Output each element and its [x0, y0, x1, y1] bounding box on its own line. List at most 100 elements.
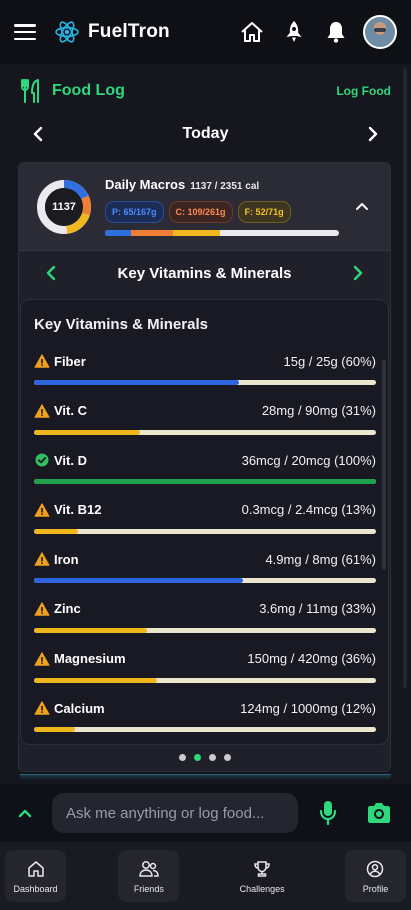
food-log-header: Food Log Log Food	[20, 76, 391, 106]
chevron-up-icon	[356, 203, 368, 210]
donut-carbs-segment	[37, 179, 91, 234]
top-navbar: FuelTron	[0, 0, 411, 64]
carbs-badge: C: 109/261g	[168, 201, 233, 223]
vitamin-row: Calcium 124mg / 1000mg (12%)	[34, 698, 376, 748]
collapse-macros-button[interactable]	[350, 195, 374, 219]
vitamin-row: Magnesium 150mg / 420mg (36%)	[34, 649, 376, 699]
protein-segment	[105, 230, 131, 236]
vitamins-panel: Key Vitamins & Minerals Fiber 15g / 25g (…	[20, 299, 389, 745]
carousel-dot[interactable]	[178, 754, 186, 761]
camera-icon[interactable]	[366, 801, 392, 825]
log-food-button[interactable]: Log Food	[336, 84, 391, 98]
brand[interactable]: FuelTron	[54, 19, 170, 45]
vitamin-progress-fill	[34, 479, 376, 485]
vitamins-next-button[interactable]	[348, 263, 368, 283]
previous-day-button[interactable]	[28, 124, 48, 144]
vitamin-progress-bar	[34, 627, 376, 633]
nutrition-card: 1137 Daily Macros 1137 / 2351 cal P: 65/…	[18, 162, 391, 772]
carousel-dot[interactable]	[223, 754, 231, 761]
utensils-icon	[21, 79, 39, 103]
tab-label: Friends	[133, 883, 164, 894]
macro-progress-bar	[105, 230, 339, 236]
vitamin-progress-fill	[34, 677, 158, 683]
bottom-tab-bar: Dashboard Friends Challenges Profile	[0, 842, 411, 910]
vitamin-value: 36mcg / 20mcg (100%)	[241, 452, 376, 468]
warning-icon	[34, 602, 50, 616]
tab-challenges[interactable]: Challenges	[232, 850, 293, 902]
trophy-icon	[252, 859, 272, 879]
vitamin-value: 0.3mcg / 2.4mcg (13%)	[241, 502, 376, 518]
avatar[interactable]	[363, 15, 397, 49]
vitamin-row: Fiber 15g / 25g (60%)	[34, 351, 376, 401]
page-scrollbar[interactable]	[403, 68, 407, 688]
vitamin-progress-bar	[34, 429, 376, 435]
vitamins-scrollbar[interactable]	[382, 360, 386, 570]
vitamin-name: Vit. B12	[54, 502, 102, 518]
warning-icon	[34, 354, 50, 368]
home-icon	[26, 859, 46, 879]
fat-segment	[172, 230, 220, 236]
chevron-up-icon	[18, 809, 32, 817]
vitamin-row: Zinc 3.6mg / 11mg (33%)	[34, 599, 376, 649]
tab-friends[interactable]: Friends	[118, 850, 180, 902]
fat-badge: F: 52/71g	[237, 201, 291, 223]
vitamin-name: Vit. D	[54, 452, 87, 468]
vitamins-prev-button[interactable]	[41, 263, 61, 283]
bell-icon[interactable]	[323, 19, 349, 45]
vitamin-name: Calcium	[54, 700, 105, 716]
vitamin-list: Fiber 15g / 25g (60%) Vit. C 28mg / 90mg (3…	[34, 351, 376, 748]
chat-input[interactable]	[52, 793, 298, 833]
date-navigator: Today	[28, 120, 383, 148]
atom-logo-icon	[55, 21, 79, 43]
vitamin-name: Zinc	[54, 601, 81, 617]
vitamins-panel-title: Key Vitamins & Minerals	[34, 316, 208, 333]
vitamin-progress-fill	[34, 380, 240, 385]
chevron-left-icon	[33, 126, 43, 142]
tab-profile[interactable]: Profile	[344, 850, 406, 902]
daily-macros-summary[interactable]: 1137 Daily Macros 1137 / 2351 cal P: 65/…	[19, 163, 390, 251]
warning-icon	[34, 552, 50, 567]
warning-icon	[34, 701, 50, 715]
vitamin-progress-bar	[34, 380, 376, 385]
carousel-dot[interactable]	[208, 754, 216, 761]
menu-icon[interactable]	[14, 24, 36, 40]
carousel-dot[interactable]	[193, 754, 201, 761]
chevron-left-icon	[46, 265, 56, 281]
expand-chat-button[interactable]	[14, 802, 36, 824]
tab-dashboard[interactable]: Dashboard	[5, 850, 66, 902]
vitamin-progress-bar	[34, 479, 376, 485]
app-name: FuelTron	[88, 21, 170, 42]
vitamin-row: Iron 4.9mg / 8mg (61%)	[34, 549, 376, 599]
tab-label: Challenges	[239, 883, 285, 894]
vitamin-name: Vit. C	[54, 403, 87, 419]
home-icon[interactable]	[239, 19, 265, 45]
vitamin-row: Vit. B12 0.3mcg / 2.4mcg (13%)	[34, 500, 376, 550]
vitamin-progress-bar	[34, 727, 376, 733]
carbs-segment	[130, 230, 173, 236]
vitamin-progress-fill	[34, 578, 243, 584]
next-day-button[interactable]	[363, 124, 383, 144]
macros-title: Daily Macros	[105, 177, 186, 192]
vitamin-value: 28mg / 90mg (31%)	[261, 403, 376, 419]
vitamin-name: Iron	[54, 551, 79, 567]
calorie-donut: 1137	[35, 178, 93, 236]
vitamin-progress-bar	[34, 578, 376, 584]
donut-calorie-value: 1137	[52, 200, 76, 213]
vitamin-progress-bar	[34, 677, 376, 683]
vitamin-value: 3.6mg / 11mg (33%)	[259, 601, 376, 617]
donut-center	[45, 187, 83, 226]
vitamin-row: Vit. D 36mcg / 20mcg (100%)	[34, 450, 376, 500]
microphone-icon[interactable]	[316, 800, 340, 826]
macros-calories: 1137 / 2351 cal	[190, 181, 260, 192]
warning-icon	[34, 503, 50, 517]
calorie-donut-chart	[37, 179, 91, 234]
check-icon	[35, 453, 49, 467]
protein-badge: P: 65/167g	[105, 201, 164, 223]
rocket-icon[interactable]	[281, 19, 307, 45]
chat-bar	[0, 784, 411, 842]
vitamin-progress-fill	[34, 727, 76, 733]
friends-icon	[139, 859, 159, 879]
section-title: Food Log	[52, 82, 125, 99]
donut-protein-segment	[37, 179, 91, 234]
next-card-peek	[20, 774, 391, 780]
